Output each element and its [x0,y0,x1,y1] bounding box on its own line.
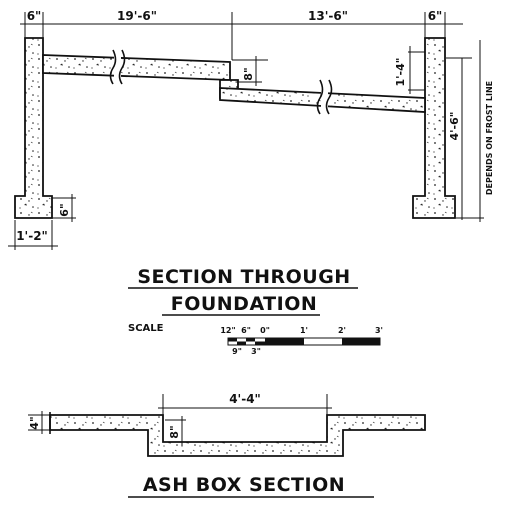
dim-span-right: 13'-6" [308,9,348,23]
scale-tick-12in: 12" [220,326,235,335]
ash-box-slab: 4" [28,416,41,429]
dim-right-step: 1'-4" [394,58,407,87]
right-step-dimension: 1'-4" [394,46,425,94]
right-height-dimension: 4'-6" DEPENDS ON FROST LINE [446,40,494,222]
dim-footing-thickness: 6" [58,203,71,216]
dim-right-height: 4'-6" [448,112,461,141]
scale-tick-3in: 3" [251,347,261,356]
title-line-1: SECTION THROUGH [137,266,350,288]
footing-thickness-dimension: 6" [52,194,76,222]
dim-left-wall: 6" [27,9,42,23]
scale-tick-0in: 0" [260,326,270,335]
ash-box-depth: 8" [168,425,181,438]
right-wall [412,37,456,219]
ash-box-section: 4'-4" 8" 4" ASH BOX SECTION [28,392,426,498]
scale-tick-6in: 6" [241,326,251,335]
top-dimension: 6" 19'-6" 13'-6" 6" [20,9,463,60]
scale-tick-3ft: 3' [375,326,383,335]
scale-tick-9in: 9" [232,347,242,356]
dim-span-left: 19'-6" [117,9,157,23]
dim-slab-step: 8" [242,67,255,80]
scale-tick-2ft: 2' [338,326,346,335]
slab-left [42,54,231,81]
dim-right-wall: 6" [428,9,443,23]
footing-width-dimension: 1'-2" [8,220,58,250]
ash-box-title: ASH BOX SECTION [143,474,345,496]
break-marks [109,49,333,115]
scale-bar: SCALE 12" 6" 0" 1' 2' 3' 9" 3" [128,323,383,356]
title-line-2: FOUNDATION [171,293,318,315]
section-title: SECTION THROUGH FOUNDATION [128,266,358,316]
scale-tick-1ft: 1' [300,326,308,335]
dim-footing-width: 1'-2" [16,229,48,243]
foundation-section: 6" 19'-6" 13'-6" 6" 8" 1'-4" 4'-6" DEPEN [8,9,494,250]
scale-label: SCALE [128,323,164,334]
ash-box-width: 4'-4" [229,392,261,406]
ash-box-concrete [49,414,426,457]
note-frost-line: DEPENDS ON FROST LINE [485,81,494,195]
step-dimension: 8" [232,56,268,86]
